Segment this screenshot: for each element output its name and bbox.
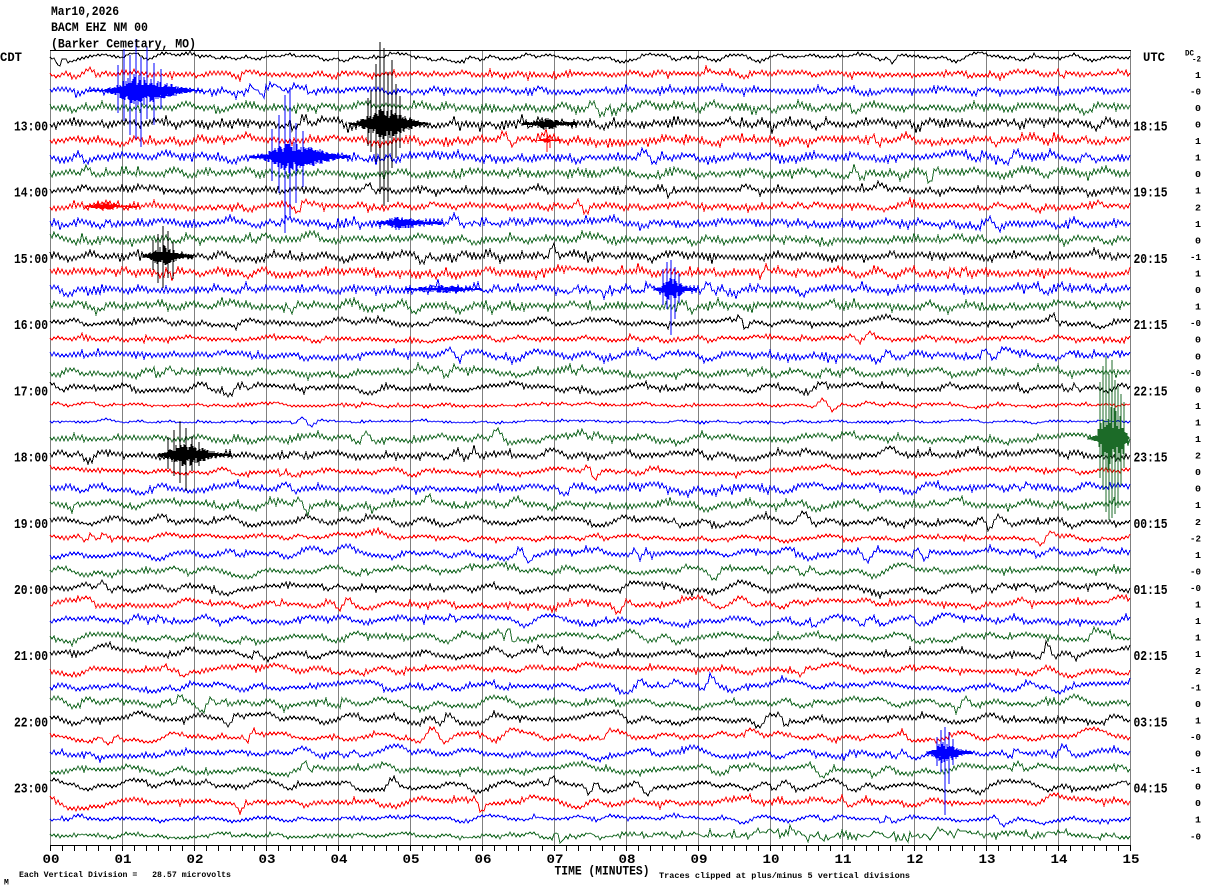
svg-text:0: 0	[1195, 699, 1201, 710]
svg-text:0: 0	[1195, 285, 1201, 296]
svg-text:14: 14	[1051, 852, 1068, 867]
svg-text:-0: -0	[1190, 732, 1201, 743]
svg-text:20:00: 20:00	[14, 583, 48, 599]
svg-text:2: 2	[1195, 451, 1201, 462]
svg-text:01:15: 01:15	[1134, 583, 1168, 599]
svg-text:1: 1	[1195, 633, 1201, 644]
svg-text:01: 01	[115, 852, 132, 867]
svg-text:0: 0	[1195, 798, 1201, 809]
svg-text:CDT: CDT	[0, 51, 22, 65]
svg-text:0: 0	[1195, 335, 1201, 346]
svg-text:-1: -1	[1190, 765, 1201, 776]
svg-text:23:00: 23:00	[14, 782, 48, 798]
svg-text:15:00: 15:00	[14, 252, 48, 268]
svg-text:1: 1	[1195, 70, 1201, 81]
svg-text:1: 1	[1195, 153, 1201, 164]
svg-text:1: 1	[1195, 186, 1201, 197]
svg-text:19:15: 19:15	[1134, 186, 1168, 202]
svg-text:-0: -0	[1190, 566, 1201, 577]
svg-text:06: 06	[475, 852, 492, 867]
svg-text:05: 05	[403, 852, 420, 867]
svg-text:0: 0	[1195, 782, 1201, 793]
svg-text:16:00: 16:00	[14, 318, 48, 334]
svg-text:17:00: 17:00	[14, 384, 48, 400]
svg-text:1: 1	[1195, 616, 1201, 627]
svg-text:21:15: 21:15	[1134, 318, 1168, 334]
svg-text:1: 1	[1195, 715, 1201, 726]
svg-text:TIME (MINUTES): TIME (MINUTES)	[555, 865, 650, 879]
svg-text:0: 0	[1195, 235, 1201, 246]
svg-text:03: 03	[259, 852, 276, 867]
svg-text:19:00: 19:00	[14, 517, 48, 533]
svg-text:0: 0	[1195, 120, 1201, 131]
svg-text:14:00: 14:00	[14, 186, 48, 202]
svg-text:10: 10	[763, 852, 780, 867]
svg-text:00: 00	[43, 852, 60, 867]
svg-text:12: 12	[907, 852, 924, 867]
svg-text:13: 13	[979, 852, 996, 867]
svg-text:23:15: 23:15	[1134, 451, 1168, 467]
svg-text:M: M	[4, 879, 9, 886]
svg-text:-0: -0	[1190, 318, 1201, 329]
svg-text:03:15: 03:15	[1134, 715, 1168, 731]
svg-text:-0: -0	[1190, 831, 1201, 842]
svg-text:04: 04	[331, 852, 348, 867]
svg-text:22:00: 22:00	[14, 715, 48, 731]
svg-text:-2: -2	[1190, 533, 1201, 544]
svg-text:21:00: 21:00	[14, 649, 48, 665]
svg-text:1: 1	[1195, 500, 1201, 511]
svg-text:07: 07	[547, 852, 564, 867]
svg-text:13:00: 13:00	[14, 120, 48, 136]
svg-text:0: 0	[1195, 384, 1201, 395]
svg-text:Each Vertical Division = 28.: Each Vertical Division = 28.57 microvolt…	[19, 870, 231, 880]
svg-text:UTC: UTC	[1143, 51, 1165, 65]
svg-text:02: 02	[187, 852, 204, 867]
svg-text:1: 1	[1195, 600, 1201, 611]
svg-text:2: 2	[1195, 202, 1201, 213]
svg-text:0: 0	[1195, 103, 1201, 114]
svg-text:BACM EHZ NM 00: BACM EHZ NM 00	[51, 21, 148, 35]
svg-text:1: 1	[1195, 268, 1201, 279]
svg-text:04:15: 04:15	[1134, 782, 1168, 798]
svg-text:DC: DC	[1185, 50, 1194, 59]
svg-text:1: 1	[1195, 550, 1201, 561]
svg-text:0: 0	[1195, 484, 1201, 495]
svg-text:-1: -1	[1190, 682, 1201, 693]
svg-text:15: 15	[1123, 852, 1140, 867]
svg-text:-1: -1	[1190, 252, 1201, 263]
svg-text:-0: -0	[1190, 368, 1201, 379]
svg-text:1: 1	[1195, 417, 1201, 428]
svg-text:1: 1	[1195, 649, 1201, 660]
svg-text:(Barker Cemetary, MO): (Barker Cemetary, MO)	[51, 38, 196, 52]
svg-text:18:00: 18:00	[14, 451, 48, 467]
svg-text:00:15: 00:15	[1134, 517, 1168, 533]
svg-text:09: 09	[691, 852, 708, 867]
svg-text:1: 1	[1195, 136, 1201, 147]
svg-text:02:15: 02:15	[1134, 649, 1168, 665]
svg-text:Traces clipped at plus/minus 5: Traces clipped at plus/minus 5 vertical …	[659, 871, 910, 881]
svg-text:11: 11	[835, 852, 852, 867]
svg-text:18:15: 18:15	[1134, 120, 1168, 136]
svg-text:20:15: 20:15	[1134, 252, 1168, 268]
svg-text:1: 1	[1195, 401, 1201, 412]
svg-text:0: 0	[1195, 749, 1201, 760]
svg-text:2: 2	[1195, 517, 1201, 528]
svg-text:2: 2	[1195, 666, 1201, 677]
svg-text:0: 0	[1195, 467, 1201, 478]
svg-text:22:15: 22:15	[1134, 384, 1168, 400]
svg-text:1: 1	[1195, 434, 1201, 445]
svg-text:1: 1	[1195, 302, 1201, 313]
svg-text:Mar10,2026: Mar10,2026	[51, 5, 119, 19]
svg-text:1: 1	[1195, 219, 1201, 230]
svg-text:0: 0	[1195, 169, 1201, 180]
svg-text:08: 08	[619, 852, 636, 867]
svg-text:1: 1	[1195, 815, 1201, 826]
svg-text:-0: -0	[1190, 86, 1201, 97]
svg-text:-0: -0	[1190, 583, 1201, 594]
svg-text:0: 0	[1195, 351, 1201, 362]
svg-text:-2: -2	[1192, 55, 1201, 65]
